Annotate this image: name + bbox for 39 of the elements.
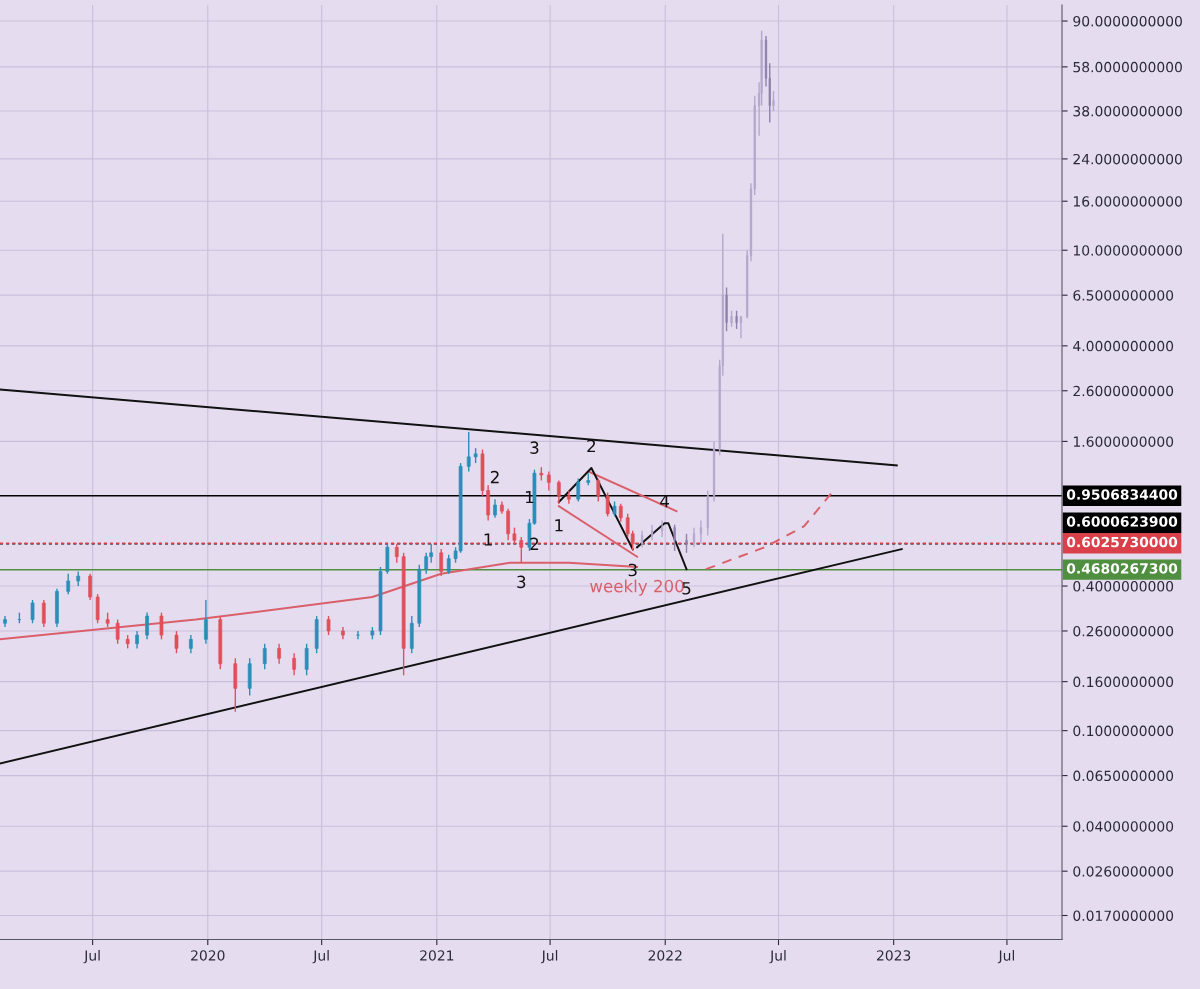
ref-line-label: 0.6000623900 [1066, 516, 1178, 527]
y-tick-label: 0.2600000000 [1073, 625, 1174, 637]
annotation: 2 [490, 470, 499, 484]
ref-line-label: 0.9506834400 [1066, 489, 1178, 500]
y-tick-label: 38.0000000000 [1073, 105, 1182, 117]
x-tick-label: 2021 [420, 950, 454, 961]
y-tick-label: 0.0260000000 [1073, 866, 1174, 877]
x-tick-label: Jul [312, 949, 329, 964]
annotation: 1 [555, 519, 563, 532]
y-tick-label: 0.1000000000 [1073, 725, 1174, 737]
y-tick-label: 0.0650000000 [1073, 770, 1174, 782]
y-tick-label: 4.0000000000 [1073, 340, 1174, 352]
y-tick-label: 0.4000000000 [1073, 581, 1174, 592]
y-tick-label: 1.6000000000 [1073, 436, 1174, 447]
y-tick-label: 90.0000000000 [1073, 15, 1182, 27]
x-tick-label: 2022 [648, 950, 682, 961]
x-tick-label: 2020 [191, 950, 225, 961]
y-tick-label: 6.5000000000 [1073, 290, 1174, 301]
annotation: 1 [484, 533, 492, 546]
y-tick-label: 58.0000000000 [1073, 61, 1182, 73]
x-tick-label: Jul [540, 949, 558, 964]
ref-line-label: 0.4680267300 [1066, 563, 1178, 574]
x-tick-label: Jul [769, 949, 786, 964]
y-tick-label: 16.0000000000 [1073, 196, 1182, 207]
x-tick-label: 2023 [877, 950, 911, 961]
annotation: 4 [660, 495, 669, 508]
y-tick-label: 2.6000000000 [1073, 385, 1174, 397]
ref-line-label: 0.6025730000 [1066, 536, 1178, 548]
y-tick-label: 0.0170000000 [1073, 910, 1174, 921]
y-tick-label: 0.0400000000 [1073, 821, 1174, 832]
y-tick-label: 24.0000000000 [1073, 153, 1182, 165]
x-tick-label: Jul [997, 949, 1015, 964]
annotation: 3 [530, 441, 539, 454]
annotation: 5 [682, 582, 691, 595]
annotation: 3 [517, 575, 526, 589]
x-tick-label: Jul [83, 949, 100, 964]
y-tick-label: 0.1600000000 [1073, 676, 1174, 688]
y-tick-label: 10.0000000000 [1073, 245, 1182, 256]
annotation: 2 [587, 439, 596, 453]
